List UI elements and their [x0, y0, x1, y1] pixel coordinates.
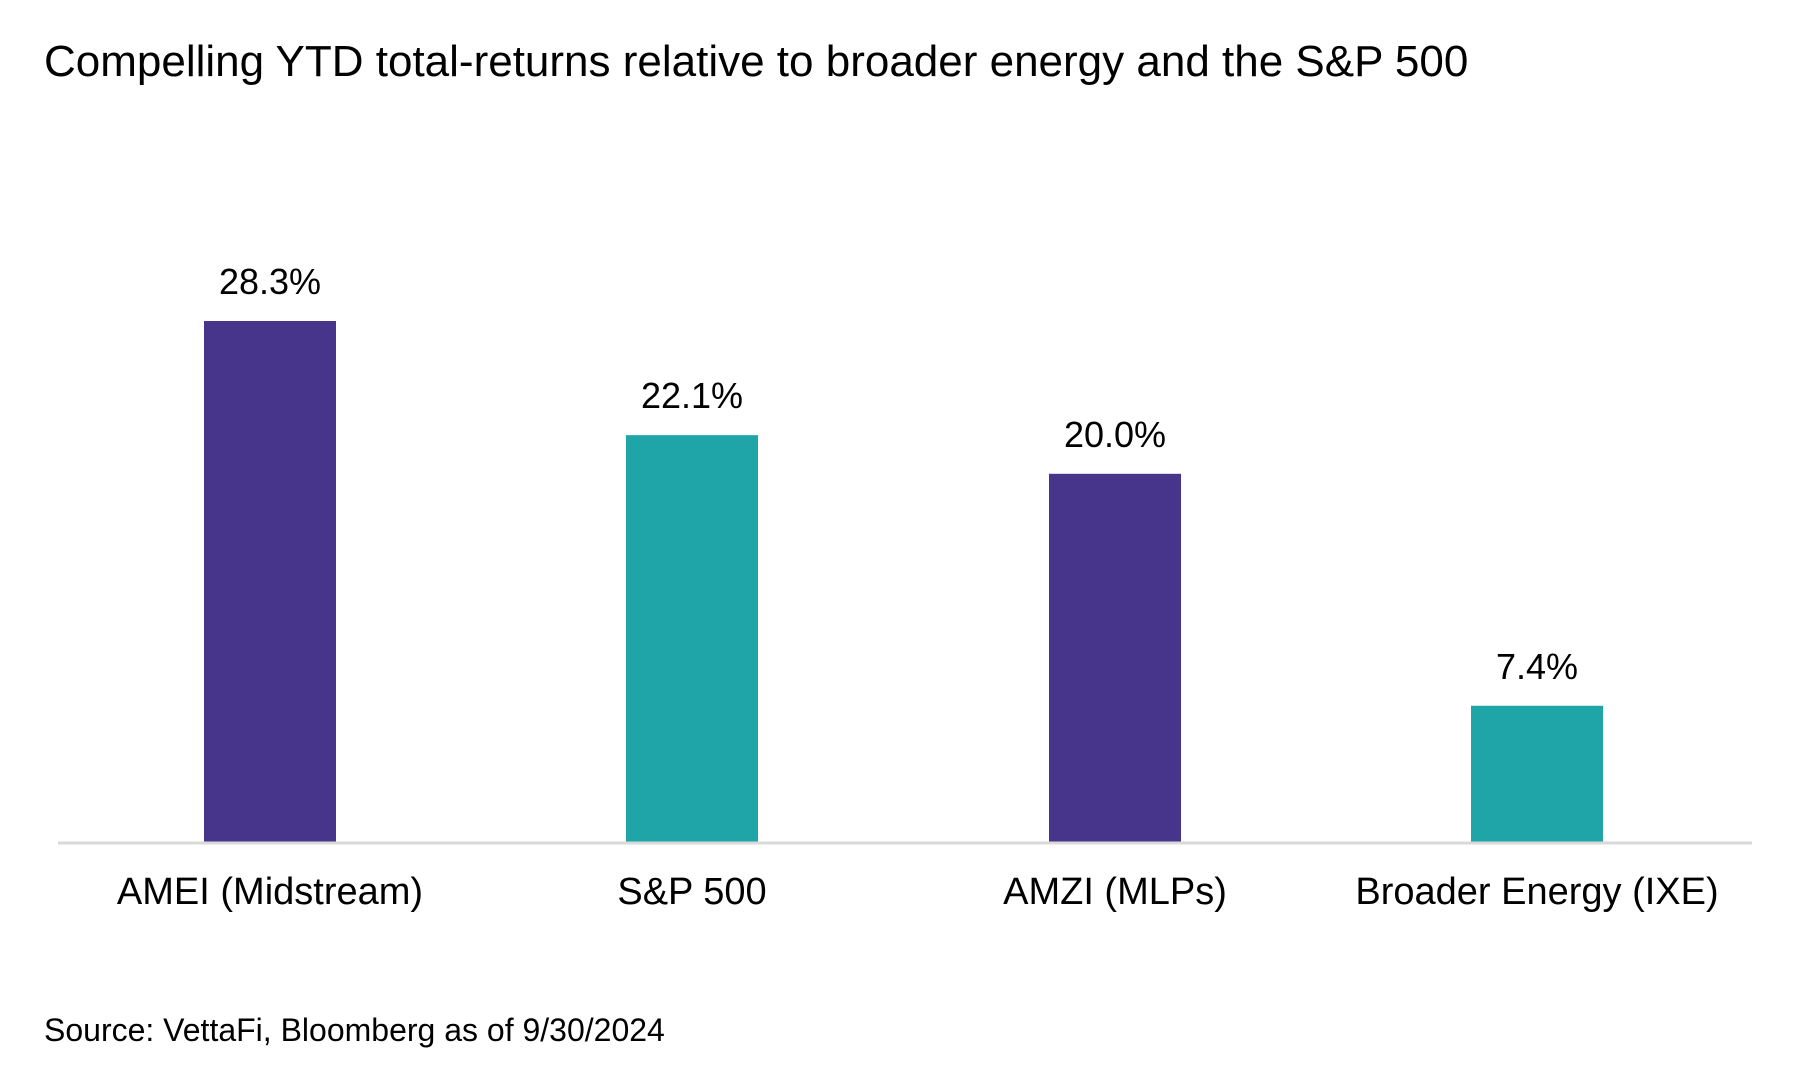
value-labels-group: 28.3% 22.1% 20.0% 7.4% — [219, 261, 1578, 687]
data-label: 20.0% — [1064, 414, 1166, 455]
bar-2 — [626, 435, 758, 842]
category-label: AMEI (Midstream) — [117, 871, 423, 913]
data-label: 22.1% — [641, 375, 743, 416]
bars-group — [204, 321, 1603, 842]
bar-3 — [1049, 473, 1181, 842]
bar-1 — [204, 321, 336, 842]
category-labels-group: AMEI (Midstream) S&P 500 AMZI (MLPs) Broade… — [117, 871, 1719, 913]
category-label: S&P 500 — [617, 871, 766, 913]
data-label: 28.3% — [219, 261, 321, 302]
category-label: AMZI (MLPs) — [1003, 871, 1227, 913]
category-label: Broader Energy (IXE) — [1355, 871, 1718, 913]
source-note: Source: VettaFi, Bloomberg as of 9/30/20… — [44, 1012, 665, 1048]
data-label: 7.4% — [1496, 646, 1578, 687]
bar-4 — [1471, 705, 1603, 842]
chart-title: Compelling YTD total-returns relative to… — [44, 37, 1469, 86]
